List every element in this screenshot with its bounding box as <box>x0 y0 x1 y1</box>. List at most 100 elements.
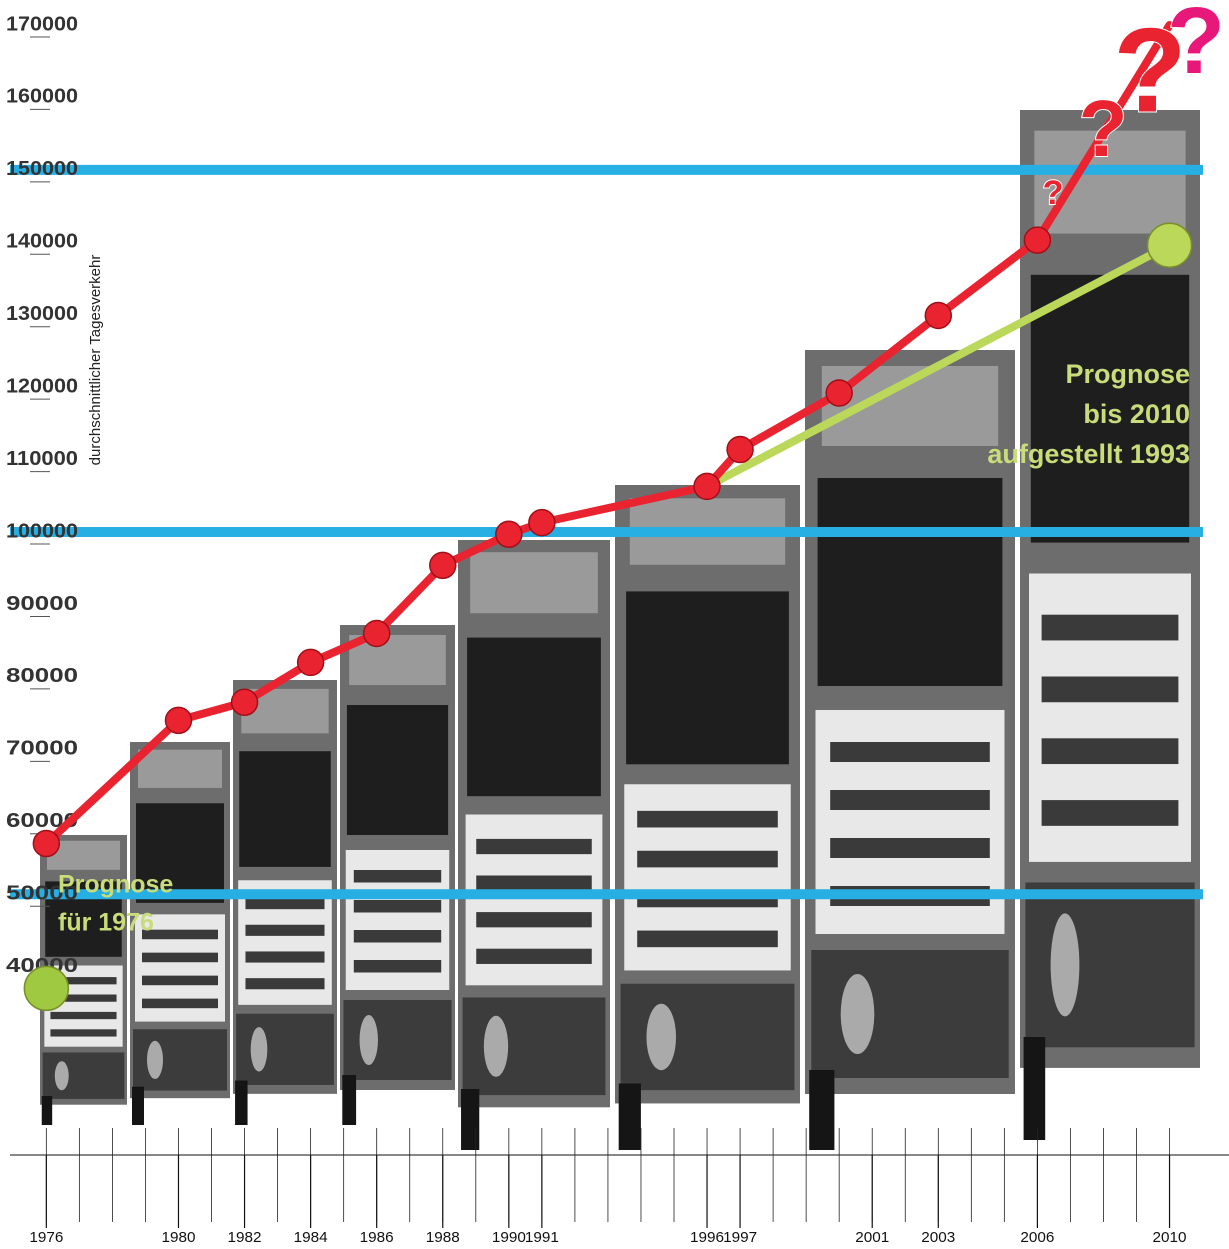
annotation: aufgestellt 1993 <box>987 439 1190 469</box>
truck-grille-bar <box>1041 738 1179 765</box>
truck-wheel <box>41 1096 53 1125</box>
data-point <box>1146 222 1193 268</box>
truck-light <box>54 1061 69 1091</box>
truck-grille-bar <box>830 790 990 810</box>
truck-wheel <box>342 1075 357 1125</box>
series-line <box>703 241 1174 491</box>
data-point <box>825 379 853 407</box>
x-tick-label: 1996 <box>690 1229 724 1246</box>
data-point <box>23 965 70 1012</box>
truck-grille-bar <box>476 948 592 964</box>
x-tick-label: 1980 <box>161 1229 195 1246</box>
truck-grille-bar <box>476 875 592 891</box>
annotation: ? <box>1113 4 1186 138</box>
y-axis-title: durchschnittlicher Tagesverkehr <box>87 255 104 466</box>
truck-wheel <box>809 1070 835 1150</box>
truck-grille-bar <box>245 978 325 990</box>
x-tick-label: 1997 <box>723 1229 757 1246</box>
truck-grille-bar <box>476 912 592 928</box>
data-point <box>230 688 259 717</box>
truck-grille-bar <box>142 975 218 986</box>
x-tick-label: 2001 <box>855 1229 889 1246</box>
truck-grille-bar <box>50 1011 117 1020</box>
truck-grille-bar <box>353 930 442 943</box>
truck-visor <box>470 552 598 614</box>
truck-grille-bar <box>476 838 592 855</box>
truck-grille-bar <box>245 898 325 910</box>
truck-grille-bar <box>353 960 442 973</box>
data-point <box>495 520 523 548</box>
data-point <box>362 619 391 648</box>
x-tick-label: 1984 <box>294 1229 328 1246</box>
x-tick-label: 1991 <box>525 1229 559 1246</box>
data-point <box>429 551 457 580</box>
truck-grille-bar <box>245 951 325 963</box>
y-tick-label: 160000 <box>6 86 78 108</box>
annotation: ? <box>1043 174 1064 212</box>
x-tick-label: 1988 <box>426 1229 460 1246</box>
truck-light <box>250 1027 268 1072</box>
truck-windshield <box>136 803 224 903</box>
truck-wheel <box>461 1089 480 1150</box>
y-tick-label: 90000 <box>6 593 78 615</box>
truck-grille-bar <box>637 850 778 868</box>
truck-light <box>359 1015 378 1065</box>
data-point <box>693 472 721 501</box>
truck-light <box>1050 913 1080 1017</box>
truck-wheel <box>235 1080 248 1125</box>
x-tick-label: 1982 <box>228 1229 262 1246</box>
data-point <box>528 508 556 537</box>
x-tick-label: 2003 <box>921 1229 955 1246</box>
data-point <box>32 829 61 858</box>
truck-grille-bar <box>637 810 778 828</box>
y-tick-label: 140000 <box>6 231 78 253</box>
data-point <box>164 706 193 735</box>
y-tick-label: 110000 <box>6 448 78 470</box>
truck-grille-bar <box>50 977 117 985</box>
truck-grille-bar <box>142 929 218 940</box>
y-tick-label: 150000 <box>6 158 78 180</box>
y-tick-label: 80000 <box>6 665 78 687</box>
truck-grille-bar <box>1041 676 1179 703</box>
truck-light <box>646 1003 677 1071</box>
truck-grille-bar <box>50 1029 117 1037</box>
y-tick-label: 70000 <box>6 738 78 760</box>
annotation: ? <box>1079 84 1128 173</box>
truck-grille-bar <box>830 742 990 762</box>
x-tick-label: 2010 <box>1153 1229 1187 1246</box>
truck-wheel <box>1023 1037 1046 1140</box>
truck-windshield <box>346 705 449 835</box>
truck-grille-bar <box>142 998 218 1009</box>
truck-visor <box>138 749 222 788</box>
truck-light <box>840 974 875 1054</box>
truck-grille-bar <box>1041 614 1179 641</box>
truck-visor <box>349 635 446 685</box>
truck-grille-bar <box>142 952 218 963</box>
x-tick-label: 1986 <box>360 1229 394 1246</box>
truck-visor <box>1034 130 1186 234</box>
annotation: Prognose <box>58 871 173 899</box>
data-point <box>726 435 754 464</box>
truck-windshield <box>1030 274 1190 543</box>
truck-windshield <box>817 478 1003 686</box>
truck-windshield <box>626 591 789 765</box>
annotation: Prognose <box>1065 359 1190 389</box>
truck-grille-bar <box>637 930 778 948</box>
truck-grille-bar <box>353 900 442 913</box>
y-tick-label: 130000 <box>6 303 78 325</box>
truck-grille-bar <box>353 870 442 883</box>
data-point <box>924 301 953 330</box>
y-tick-label: 50000 <box>6 883 78 905</box>
data-point <box>1023 226 1052 254</box>
truck-grille-bar <box>830 838 990 858</box>
truck-windshield <box>467 637 601 797</box>
y-tick-label: 170000 <box>6 13 78 35</box>
truck-grille-bar <box>245 924 325 936</box>
annotation: für 1976 <box>58 909 154 937</box>
truck-grille-bar <box>1041 800 1179 826</box>
truck-pictures <box>40 110 1200 1150</box>
annotation: ? <box>1167 0 1225 94</box>
x-tick-label: 1990 <box>492 1229 526 1246</box>
x-tick-label: 1976 <box>29 1229 63 1246</box>
x-tick-label: 2006 <box>1020 1229 1054 1246</box>
